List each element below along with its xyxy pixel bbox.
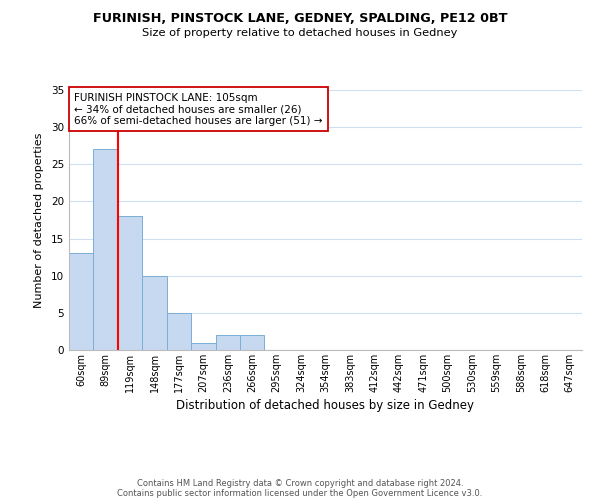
Bar: [142, 276, 167, 350]
Bar: [191, 342, 215, 350]
Bar: [69, 254, 94, 350]
Bar: [167, 313, 191, 350]
Text: Contains public sector information licensed under the Open Government Licence v3: Contains public sector information licen…: [118, 488, 482, 498]
Bar: [118, 216, 142, 350]
Bar: [94, 150, 118, 350]
Text: FURINISH, PINSTOCK LANE, GEDNEY, SPALDING, PE12 0BT: FURINISH, PINSTOCK LANE, GEDNEY, SPALDIN…: [93, 12, 507, 26]
Bar: [240, 335, 265, 350]
Bar: [215, 335, 240, 350]
X-axis label: Distribution of detached houses by size in Gedney: Distribution of detached houses by size …: [176, 399, 475, 412]
Text: FURINISH PINSTOCK LANE: 105sqm
← 34% of detached houses are smaller (26)
66% of : FURINISH PINSTOCK LANE: 105sqm ← 34% of …: [74, 92, 323, 126]
Y-axis label: Number of detached properties: Number of detached properties: [34, 132, 44, 308]
Text: Size of property relative to detached houses in Gedney: Size of property relative to detached ho…: [142, 28, 458, 38]
Text: Contains HM Land Registry data © Crown copyright and database right 2024.: Contains HM Land Registry data © Crown c…: [137, 478, 463, 488]
